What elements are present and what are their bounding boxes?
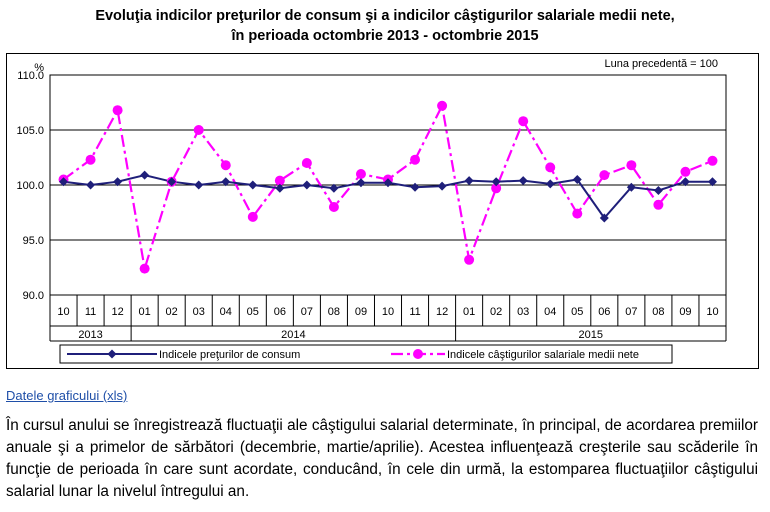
cpi-point [356, 178, 366, 188]
note-box [585, 56, 721, 70]
legend-marker-salary-index [413, 349, 423, 359]
salary-index-point [193, 125, 204, 135]
salary-index-point [247, 211, 258, 222]
x-tick-label: 05 [247, 306, 259, 318]
salary-index-point [545, 162, 556, 173]
x-tick-label: 03 [517, 306, 529, 318]
chart-title-line1: Evoluţia indicilor preţurilor de consum … [95, 8, 675, 24]
x-tick-label: 04 [220, 306, 232, 318]
year-label: 2015 [579, 329, 603, 341]
x-tick-label: 11 [85, 306, 96, 318]
x-tick-label: 06 [274, 306, 286, 318]
cpi-point [680, 177, 690, 187]
chart-title: Evoluţia indicilor preţurilor de consum … [0, 6, 770, 46]
x-tick-label: 02 [166, 306, 178, 318]
cpi-point [383, 178, 393, 188]
x-tick-label: 10 [57, 306, 69, 318]
salary-index-point [491, 183, 502, 194]
legend-box [59, 344, 673, 364]
salary-index-point [680, 166, 691, 177]
chart-frame: 90.0 95.0 100.0 105.0 110.0% Luna precedentă … [6, 53, 759, 369]
cpi-point [248, 180, 258, 190]
x-tick-label: 12 [436, 306, 448, 318]
legend-label-cpi: Indicele preţurilor de consum [159, 349, 300, 361]
legend-marker-cpi [107, 349, 117, 359]
x-tick-label: 04 [544, 306, 556, 318]
chart-data-link[interactable]: Datele graficului (xls) [6, 388, 128, 403]
salary-index-point [653, 199, 664, 210]
cpi-point [707, 177, 717, 187]
line-chart: 90.0 95.0 100.0 105.0 110.0% Luna precedentă … [16, 56, 727, 364]
cpi-point [59, 177, 69, 187]
salary-index-point [139, 263, 150, 274]
cpi-point [140, 170, 150, 180]
salary-index-point [355, 169, 366, 179]
salary-index-point [599, 170, 610, 181]
x-tick-label: 09 [679, 306, 691, 318]
cpi-point [518, 176, 528, 186]
cpi-point [653, 186, 663, 195]
x-tick-label: 06 [598, 306, 610, 318]
cpi-point [86, 180, 96, 190]
y-unit-label: % [34, 62, 44, 74]
salary-index-point [410, 154, 421, 165]
cpi-point [221, 177, 231, 187]
cpi-point [491, 177, 501, 187]
cpi-point [572, 175, 582, 184]
salary-index-point [572, 208, 583, 219]
cpi-point [302, 180, 312, 190]
x-tick-label: 08 [328, 306, 340, 318]
cpi-point [194, 180, 204, 190]
x-tick-label: 02 [490, 306, 502, 318]
description-paragraph: În cursul anului se înregistrează fluctu… [6, 417, 758, 500]
cpi-point [464, 176, 474, 186]
y-tick-label: 100.0 [16, 180, 44, 192]
cpi-point [167, 177, 177, 187]
x-tick-label: 03 [193, 306, 205, 318]
salary-index-point [112, 105, 123, 116]
salary-index-point [328, 202, 339, 212]
x-tick-label: 10 [706, 306, 718, 318]
salary-index-point [518, 116, 529, 127]
x-tick-label: 01 [139, 306, 151, 318]
salary-index-point [274, 175, 285, 186]
chart-note: Luna precedentă = 100 [605, 58, 718, 70]
salary-index-point [220, 160, 231, 171]
chart-title-line2: în perioada octombrie 2013 - octombrie 2… [231, 28, 539, 44]
x-tick-label: 11 [409, 306, 420, 318]
x-tick-label: 05 [571, 306, 583, 318]
x-tick-label: 07 [625, 306, 637, 318]
salary-index-point [437, 100, 448, 111]
salary-index-point [85, 154, 96, 165]
cpi-point [545, 179, 555, 189]
cpi-point [626, 182, 636, 192]
x-tick-label: 09 [355, 306, 367, 318]
cpi-point [410, 182, 420, 192]
y-tick-label: 95.0 [23, 235, 44, 247]
x-tick-label: 10 [382, 306, 394, 318]
cpi-point [275, 183, 285, 193]
cpi-point [329, 183, 339, 193]
cpi-point [599, 213, 609, 223]
salary-index-point [464, 254, 475, 265]
year-label: 2013 [78, 329, 102, 341]
cpi-point [437, 181, 447, 191]
x-tick-label: 07 [301, 306, 313, 318]
plot-area [49, 74, 727, 296]
y-tick-label: 90.0 [23, 290, 44, 302]
salary-index-point [626, 160, 637, 171]
x-tick-label: 08 [652, 306, 664, 318]
salary-index-point [301, 158, 312, 168]
y-tick-label: 105.0 [16, 125, 44, 137]
cpi-point [113, 177, 123, 187]
y-tick-label: 110.0 [17, 70, 44, 82]
salary-index-point [707, 155, 718, 166]
year-label: 2014 [281, 329, 305, 341]
x-tick-label: 12 [111, 306, 123, 318]
legend-label-salary-index: Indicele câştigurilor salariale medii ne… [447, 349, 639, 361]
x-tick-label: 01 [463, 306, 475, 318]
